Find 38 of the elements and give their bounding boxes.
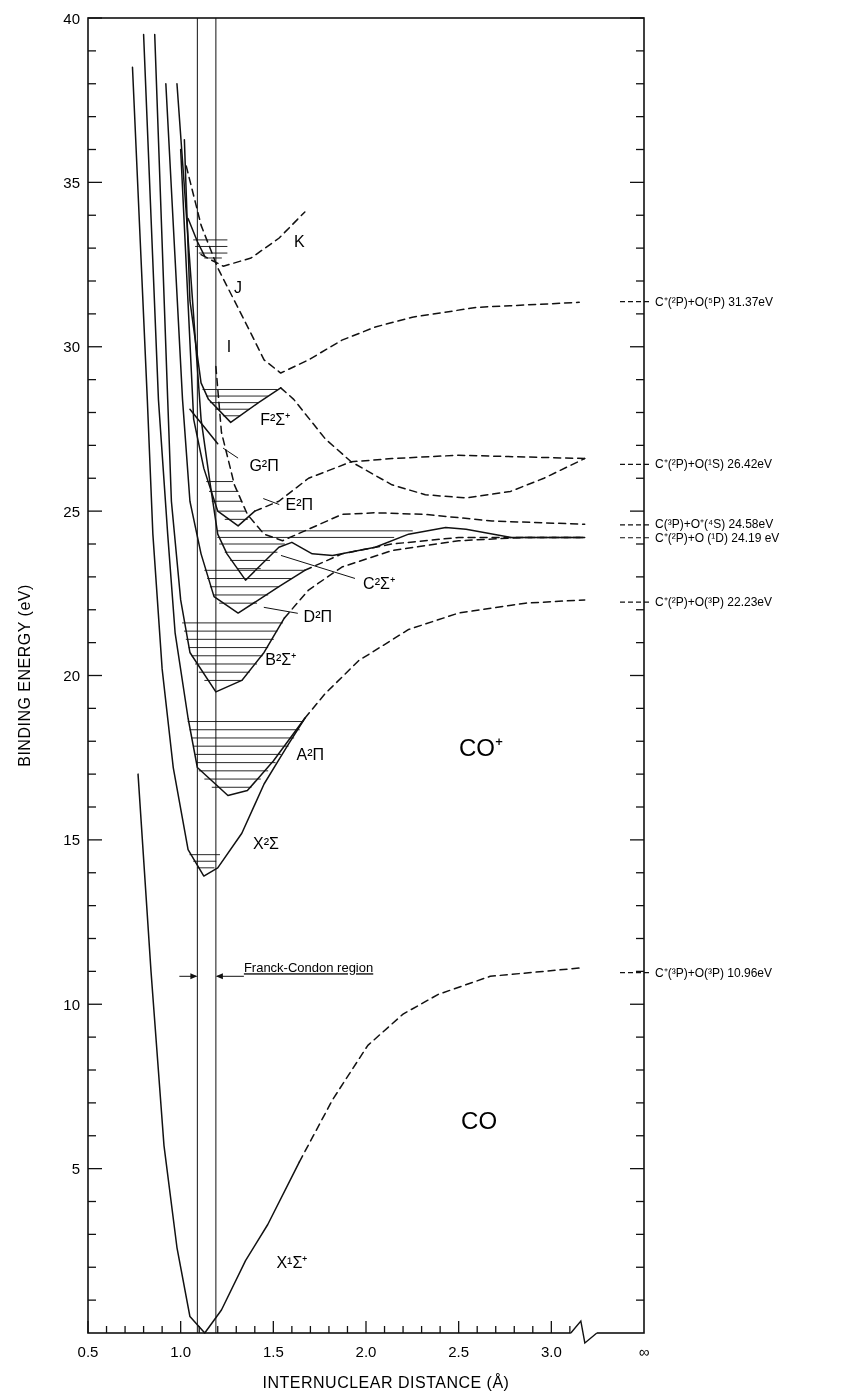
annotation: CO [461, 1107, 498, 1135]
y-tick-label: 40 [63, 9, 80, 27]
y-tick-label: 20 [63, 667, 80, 684]
y-tick-label: 30 [63, 338, 80, 356]
annotation: D²Π [303, 607, 333, 625]
annotation: X²Σ [252, 834, 279, 852]
annotation: K [293, 233, 305, 251]
annotation: C²Σ⁺ [363, 574, 395, 592]
annotation: J [234, 279, 243, 297]
annotation: G²Π [249, 456, 279, 474]
x-tick-label: 1.5 [262, 1342, 284, 1360]
x-tick-label: 2.0 [355, 1342, 377, 1360]
x-tick-label: 3.0 [540, 1342, 562, 1360]
annotation: I [226, 338, 232, 356]
annotation: E²Π [285, 496, 314, 514]
ref-line-label: C(³P)+O⁺(⁴S) 24.58eV [655, 517, 774, 532]
annotation: B²Σ⁺ [265, 650, 297, 668]
y-tick-label: 35 [63, 173, 80, 191]
annotation: A²Π [296, 745, 325, 763]
x-tick-label: 0.5 [77, 1342, 99, 1360]
x-axis-title: INTERNUCLEAR DISTANCE (Å) [262, 1373, 510, 1391]
y-tick-label: 5 [71, 1160, 80, 1178]
ref-line-label: C⁺(²P)+O(³P) 22.23eV [655, 595, 773, 610]
ref-line-label: C⁺(²P)+O (¹D) 24.19 eV [655, 531, 780, 546]
ref-line-label: C⁺(³P)+O(³P) 10.96eV [655, 965, 773, 980]
y-tick-label: 15 [63, 831, 80, 849]
x-tick-label: ∞ [638, 1342, 650, 1360]
y-tick-label: 25 [63, 502, 80, 520]
x-tick-label: 2.5 [448, 1342, 470, 1360]
y-tick-label: 10 [63, 995, 80, 1013]
ref-line-label: C⁺(²P)+O(¹S) 26.42eV [655, 457, 773, 472]
annotation: X¹Σ⁺ [276, 1253, 308, 1271]
y-axis-title: BINDING ENERGY (eV) [16, 584, 33, 767]
annotation: F²Σ⁺ [260, 410, 291, 428]
ref-line-label: Franck-Condon region [243, 960, 374, 976]
ref-line-label: C⁺(²P)+O(⁵P) 31.37eV [655, 294, 774, 309]
annotation: CO⁺ [458, 734, 503, 762]
x-tick-label: 1.0 [170, 1342, 192, 1360]
